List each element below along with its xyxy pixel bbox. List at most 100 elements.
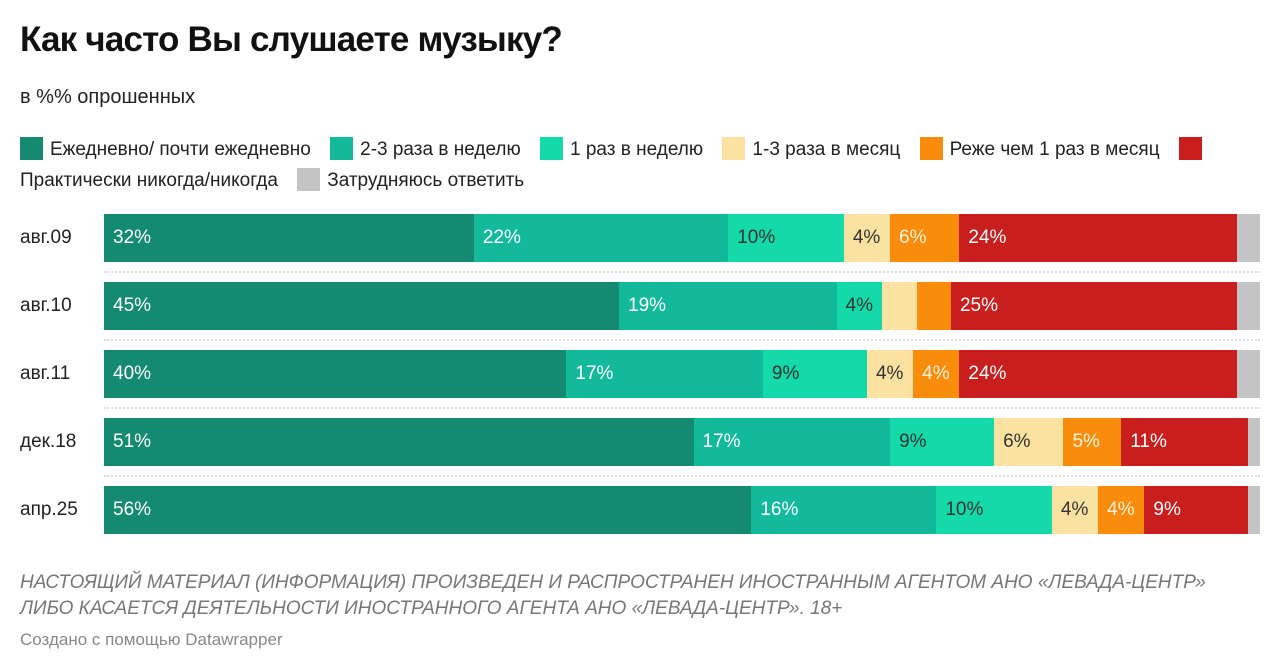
bar-segment: 11% <box>1121 418 1249 466</box>
data-label: 10% <box>945 499 984 520</box>
legend-item: 1-3 раза в месяц <box>722 137 901 160</box>
legend-label: Реже чем 1 раз в месяц <box>949 139 1160 160</box>
legend-label: Практически никогда/никогда <box>20 170 278 191</box>
data-label: 4% <box>875 363 904 384</box>
datawrapper-credit: Создано с помощью Datawrapper <box>20 630 283 649</box>
bar-segment: 6% <box>890 214 960 262</box>
legend-item: Затрудняюсь ответить <box>297 168 525 191</box>
data-label: 10% <box>737 227 776 248</box>
bar-segment: 4% <box>1051 486 1099 534</box>
legend-item: 1 раз в неделю <box>540 137 704 160</box>
bar-row: авг.10 45% 19% 4% 25% <box>0 282 1280 330</box>
category-label: дек.18 <box>20 431 77 452</box>
bar-segment: 56% <box>104 486 752 534</box>
bar-segment: 9% <box>762 350 867 398</box>
data-label: 4% <box>845 295 873 316</box>
bar-segment: 4% <box>836 282 883 330</box>
data-label: 45% <box>113 295 152 316</box>
bar-segment <box>1236 350 1260 398</box>
bar-segment <box>1237 282 1260 330</box>
data-label: 25% <box>959 295 998 316</box>
chart-subtitle: в %% опрошенных <box>20 86 196 108</box>
legend-item: Практически никогда/никогда <box>20 137 1209 191</box>
data-label: 22% <box>482 227 521 248</box>
data-label: 4% <box>1107 499 1135 520</box>
data-label: 5% <box>1072 431 1100 452</box>
legend-item: Реже чем 1 раз в месяц <box>919 137 1160 160</box>
data-label: 9% <box>899 431 927 452</box>
bar-segment: 24% <box>959 214 1237 262</box>
category-label: авг.11 <box>20 363 71 384</box>
legend-label: Ежедневно/ почти ежедневно <box>50 139 311 160</box>
bar-row: авг.11 40% 17% 9% 4% 4% 24% <box>0 350 1280 398</box>
bar-segment: 45% <box>104 282 620 330</box>
bar-segment: 32% <box>104 214 474 262</box>
row-separator <box>104 407 1260 409</box>
legend: Ежедневно/ почти ежедневно 2-3 раза в не… <box>20 134 1250 196</box>
data-label: 51% <box>113 431 152 452</box>
bar-segment: 9% <box>1144 486 1249 534</box>
data-label: 4% <box>852 227 881 248</box>
data-label: 32% <box>113 227 152 248</box>
data-label: 19% <box>628 295 667 316</box>
legend-item: Ежедневно/ почти ежедневно <box>20 137 311 160</box>
bar-segment <box>1248 418 1260 466</box>
data-label: 56% <box>113 499 152 520</box>
data-label: 17% <box>702 431 741 452</box>
category-label: авг.09 <box>20 227 72 248</box>
stacked-bar: 45% 19% 4% 25% <box>104 282 1260 330</box>
bar-segment: 40% <box>104 350 567 398</box>
bar-segment: 6% <box>994 418 1064 466</box>
legend-swatch <box>1178 137 1202 160</box>
bar-segment: 4% <box>1098 486 1145 534</box>
legend-item: 2-3 раза в неделю <box>330 137 521 160</box>
legend-swatch <box>330 137 354 160</box>
legend-swatch <box>297 168 321 191</box>
bar-segment <box>1248 486 1260 534</box>
bar-segment: 10% <box>728 214 844 262</box>
bar-segment: 51% <box>104 418 694 466</box>
row-separator <box>104 271 1260 273</box>
chart-title: Как часто Вы слушаете музыку? <box>20 20 563 59</box>
legend-swatch <box>20 137 43 160</box>
stacked-bar: 51% 17% 9% 6% 5% 11% <box>104 418 1260 466</box>
legend-label: 1 раз в неделю <box>570 139 704 160</box>
data-label: 16% <box>760 499 799 520</box>
stacked-bar: 32% 22% 10% 4% 6% 24% <box>104 214 1260 262</box>
bar-segment: 25% <box>950 282 1238 330</box>
data-label: 4% <box>922 363 950 384</box>
bar-segment: 17% <box>693 418 891 466</box>
data-label: 9% <box>771 363 800 384</box>
bar-row: апр.25 56% 16% 10% 4% 4% 9% <box>0 486 1280 534</box>
legend-label: 1-3 раза в месяц <box>752 139 901 160</box>
bar-segment: 9% <box>890 418 995 466</box>
data-label: 24% <box>968 363 1007 384</box>
legend-swatch <box>919 137 943 160</box>
bar-row: авг.09 32% 22% 10% 4% 6% 24% <box>0 214 1280 262</box>
bar-segment <box>882 282 917 330</box>
legend-swatch <box>722 137 746 160</box>
row-separator <box>104 475 1260 477</box>
bar-segment: 5% <box>1063 418 1122 466</box>
data-label: 4% <box>1060 499 1089 520</box>
category-label: авг.10 <box>20 295 72 316</box>
data-label: 24% <box>968 227 1007 248</box>
stacked-bar: 40% 17% 9% 4% 4% 24% <box>104 350 1260 398</box>
stacked-bar: 56% 16% 10% 4% 4% 9% <box>104 486 1260 534</box>
bar-segment: 19% <box>619 282 837 330</box>
bar-segment: 4% <box>913 350 960 398</box>
category-label: апр.25 <box>20 499 78 520</box>
data-label: 40% <box>113 363 152 384</box>
data-label: 6% <box>899 227 927 248</box>
data-label: 6% <box>1003 431 1031 452</box>
bar-segment: 16% <box>751 486 937 534</box>
legend-label: 2-3 раза в неделю <box>360 139 521 160</box>
bar-segment: 4% <box>866 350 914 398</box>
data-label: 11% <box>1130 431 1167 452</box>
bar-segment: 10% <box>936 486 1052 534</box>
stacked-bar-chart: авг.09 32% 22% 10% 4% 6% 24% авг.10 45% 19% 4% 25% а… <box>0 206 1280 546</box>
legend-label: Затрудняюсь ответить <box>327 170 525 191</box>
bar-segment: 17% <box>566 350 763 398</box>
legend-swatch <box>540 137 563 160</box>
data-label: 9% <box>1153 499 1181 520</box>
